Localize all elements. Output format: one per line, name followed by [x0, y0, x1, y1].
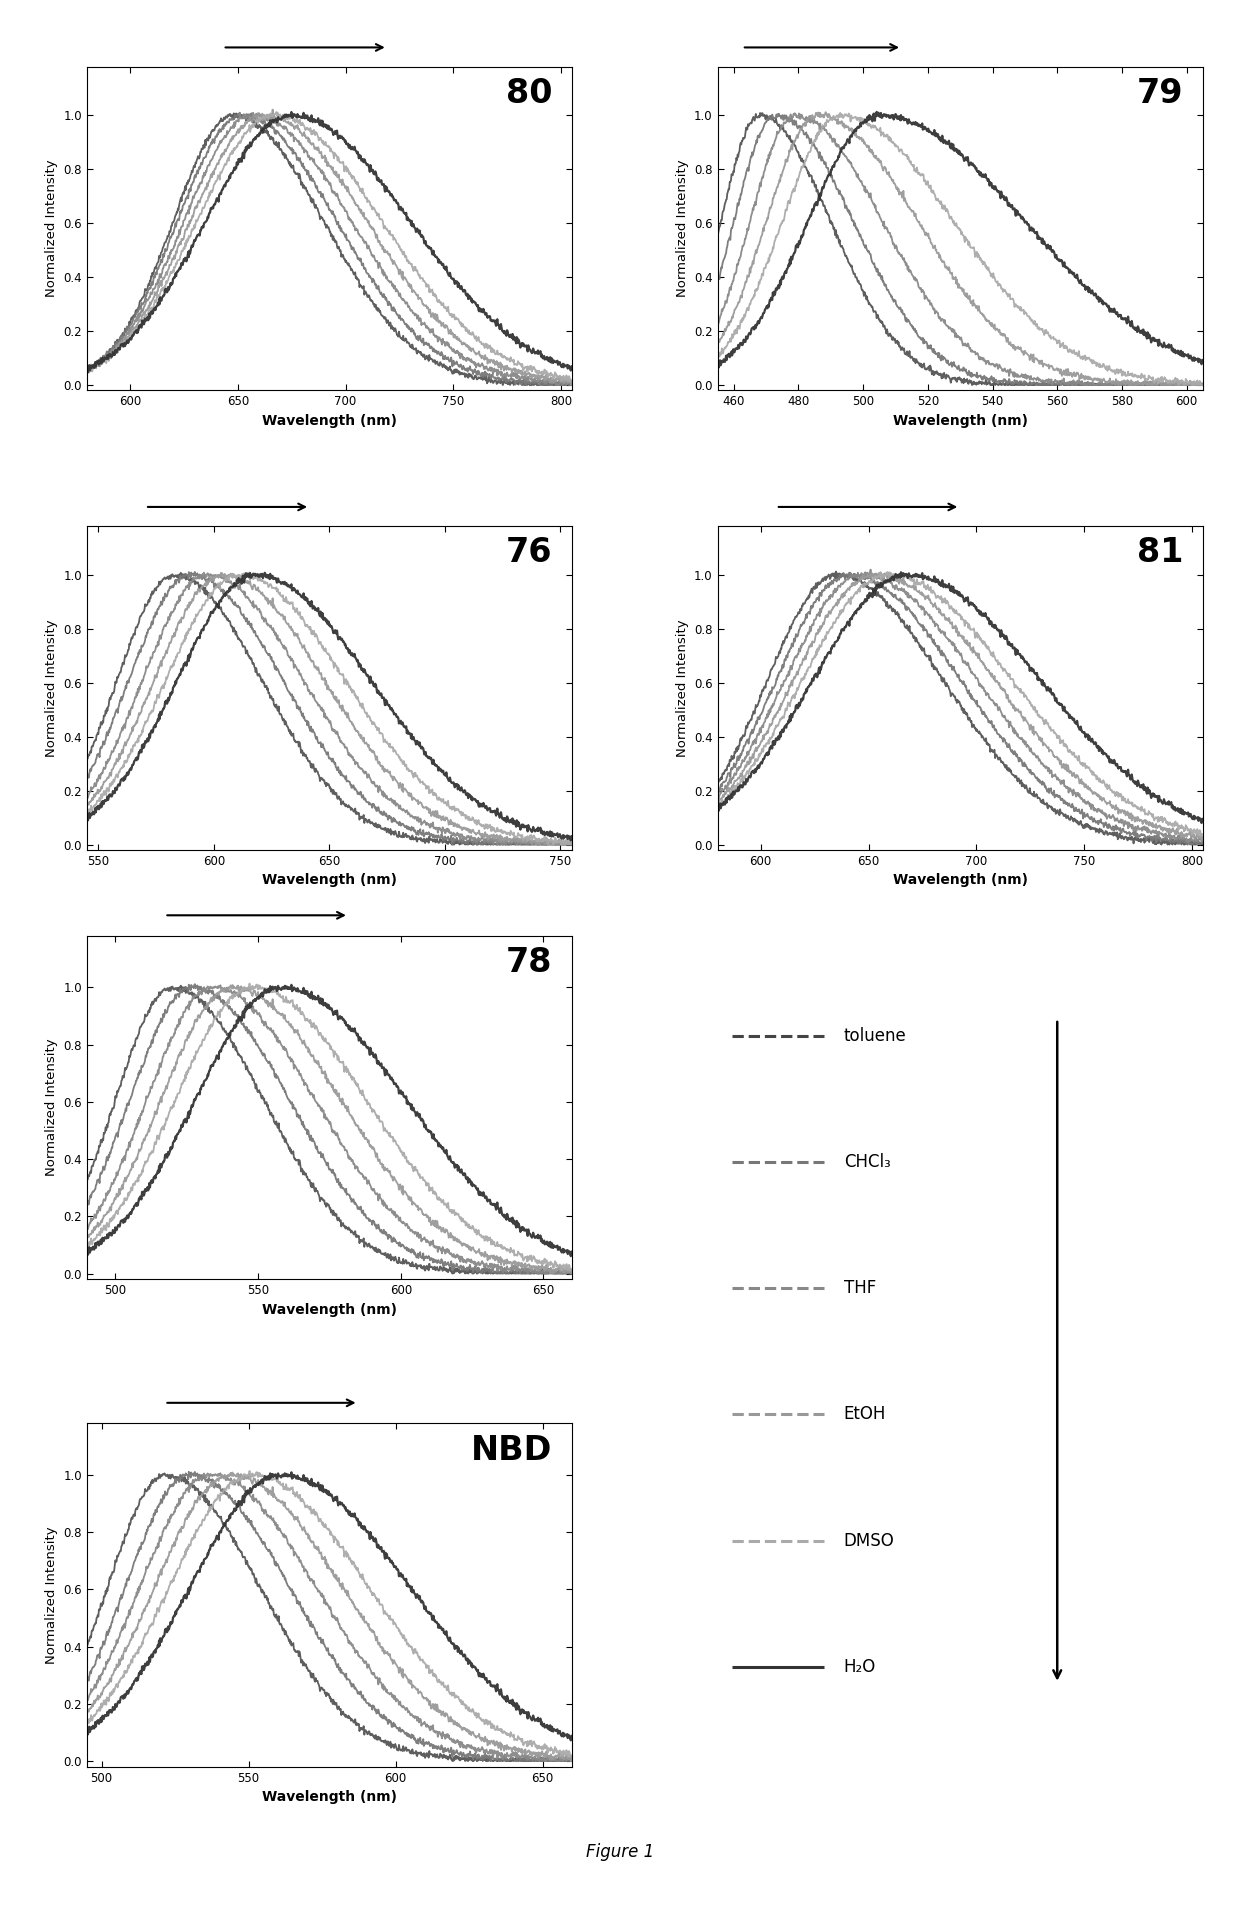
Text: toluene: toluene: [843, 1026, 906, 1045]
Text: 79: 79: [1137, 76, 1183, 109]
Text: H₂O: H₂O: [843, 1658, 875, 1677]
Text: THF: THF: [843, 1280, 875, 1297]
Text: CHCl₃: CHCl₃: [843, 1154, 890, 1171]
X-axis label: Wavelength (nm): Wavelength (nm): [262, 1790, 397, 1805]
X-axis label: Wavelength (nm): Wavelength (nm): [893, 414, 1028, 428]
Text: NBD: NBD: [471, 1434, 553, 1467]
Text: 78: 78: [506, 945, 553, 980]
Y-axis label: Normalized Intensity: Normalized Intensity: [45, 1039, 58, 1177]
Text: Figure 1: Figure 1: [585, 1843, 655, 1860]
Y-axis label: Normalized Intensity: Normalized Intensity: [676, 619, 688, 756]
X-axis label: Wavelength (nm): Wavelength (nm): [262, 1303, 397, 1316]
X-axis label: Wavelength (nm): Wavelength (nm): [893, 873, 1028, 888]
X-axis label: Wavelength (nm): Wavelength (nm): [262, 414, 397, 428]
Text: DMSO: DMSO: [843, 1532, 894, 1549]
Text: 80: 80: [506, 76, 553, 109]
X-axis label: Wavelength (nm): Wavelength (nm): [262, 873, 397, 888]
Text: 81: 81: [1137, 537, 1183, 569]
Y-axis label: Normalized Intensity: Normalized Intensity: [45, 619, 58, 756]
Text: EtOH: EtOH: [843, 1406, 887, 1423]
Y-axis label: Normalized Intensity: Normalized Intensity: [676, 160, 688, 298]
Y-axis label: Normalized Intensity: Normalized Intensity: [45, 160, 58, 298]
Text: 76: 76: [506, 537, 553, 569]
Y-axis label: Normalized Intensity: Normalized Intensity: [45, 1526, 58, 1664]
